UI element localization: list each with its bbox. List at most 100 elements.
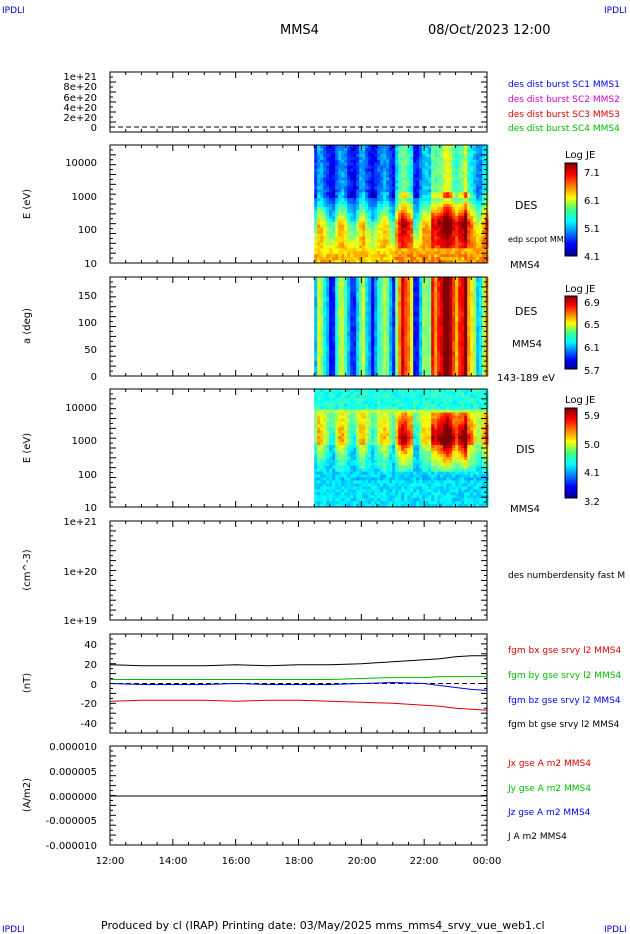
spectrogram-cell (461, 227, 465, 231)
spectrogram-cell (431, 257, 435, 261)
spectrogram-cell (416, 336, 420, 342)
spectrogram-cell (419, 171, 423, 175)
spectrogram-cell (335, 394, 339, 399)
spectrogram-cell (404, 477, 408, 481)
spectrogram-cell (434, 260, 438, 264)
spectrogram-cell (464, 248, 468, 252)
spectrogram-cell (314, 177, 318, 181)
spectrogram-cell (479, 180, 483, 184)
spectrogram-cell (365, 366, 369, 372)
spectrogram-cell (419, 371, 423, 377)
spectrogram-cell (335, 153, 339, 158)
spectrogram-cell (446, 233, 450, 237)
spectrogram-cell (410, 260, 414, 264)
spectrogram-cell (359, 186, 363, 190)
spectrogram-cell (374, 465, 378, 470)
spectrogram-cell (455, 351, 459, 357)
spectrogram-cell (413, 180, 417, 184)
spectrogram-cell (392, 260, 396, 264)
spectrogram-cell (341, 326, 345, 332)
spectrogram-cell (452, 180, 456, 184)
spectrogram-cell (413, 221, 417, 226)
spectrogram-cell (353, 291, 357, 298)
spectrogram-cell (341, 311, 345, 317)
spectrogram-cell (401, 366, 405, 372)
spectrogram-cell (392, 248, 396, 252)
spectrogram-cell (341, 492, 345, 496)
spectrogram-cell (446, 251, 450, 255)
spectrogram-cell (332, 321, 336, 327)
spectrogram-cell (416, 477, 420, 481)
spectrogram-cell (389, 326, 393, 332)
spectrogram-cell (344, 456, 348, 461)
spectrogram-cell (329, 421, 333, 425)
spectrogram-cell (467, 301, 471, 308)
spectrogram-cell (443, 286, 447, 293)
spectrogram-cell (407, 177, 411, 181)
spectrogram-cell (419, 412, 423, 416)
spectrogram-cell (332, 391, 336, 396)
spectrogram-cell (362, 281, 366, 288)
spectrogram-cell (365, 277, 369, 283)
spectrogram-cell (371, 239, 375, 243)
spectrogram-cell (338, 321, 342, 327)
spectrogram-cell (413, 403, 417, 408)
spectrogram-cell (374, 394, 378, 399)
spectrogram-cell (440, 242, 444, 246)
spectrogram-cell (344, 281, 348, 288)
spectrogram-cell (371, 150, 375, 155)
spectrogram-cell (392, 180, 396, 184)
spectrogram-cell (404, 495, 408, 499)
spectrogram-cell (482, 336, 486, 342)
spectrogram-cell (386, 433, 390, 437)
spectrogram-cell (368, 236, 372, 240)
spectrogram-cell (419, 162, 423, 167)
spectrogram-cell (416, 306, 420, 313)
spectrogram-cell (458, 341, 462, 347)
spectrogram-cell (479, 206, 483, 211)
spectrogram-cell (350, 242, 354, 246)
spectrogram-cell (446, 245, 450, 249)
spectrogram-cell (374, 424, 378, 428)
spectrogram-cell (380, 445, 384, 449)
spectrogram-cell (347, 474, 351, 478)
spectrogram-cell (374, 331, 378, 337)
spectrogram-cell (410, 168, 414, 172)
spectrogram-cell (401, 331, 405, 337)
spectrogram-cell (347, 221, 351, 226)
spectrogram-cell (329, 301, 333, 308)
spectrogram-cell (356, 403, 360, 408)
spectrogram-cell (401, 162, 405, 167)
spectrogram-cell (410, 165, 414, 170)
spectrogram-cell (314, 227, 318, 231)
spectrogram-cell (374, 471, 378, 475)
spectrogram-cell (413, 445, 417, 449)
spectrogram-cell (407, 233, 411, 237)
spectrogram-cell (446, 204, 450, 208)
spectrogram-cell (407, 351, 411, 357)
spectrogram-cell (350, 230, 354, 234)
spectrogram-cell (326, 177, 330, 181)
spectrogram-cell (467, 245, 471, 249)
spectrogram-cell (374, 204, 378, 208)
spectrogram-cell (482, 198, 486, 202)
spectrogram-cell (389, 156, 393, 161)
spectrogram-cell (383, 224, 387, 229)
spectrogram-cell (398, 459, 402, 464)
spectrogram-cell (383, 168, 387, 172)
spectrogram-cell (326, 403, 330, 408)
spectrogram-cell (449, 361, 453, 367)
spectrogram-cell (353, 215, 357, 220)
spectrogram-cell (365, 453, 369, 458)
spectrogram-cell (464, 147, 468, 152)
spectrogram-cell (392, 192, 396, 196)
spectrogram-cell (395, 168, 399, 172)
spectrogram-cell (407, 321, 411, 327)
spectrogram-cell (341, 201, 345, 205)
spectrogram-cell (440, 201, 444, 205)
spectrogram-cell (446, 162, 450, 167)
spectrogram-cell (464, 156, 468, 161)
spectrogram-cell (431, 326, 435, 332)
spectrogram-cell (356, 186, 360, 190)
spectrogram-cell (395, 483, 399, 487)
